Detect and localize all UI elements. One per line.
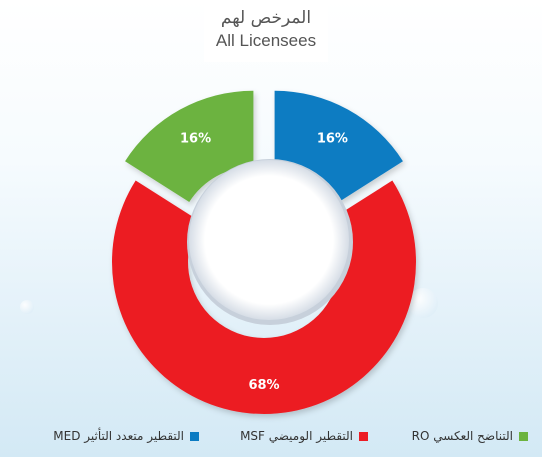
decorative-bubble: [408, 288, 438, 318]
legend-swatch-msf: [359, 431, 368, 441]
legend-swatch-med: [190, 431, 199, 441]
slice-label-msf: 68%: [248, 378, 279, 393]
legend-label-med: التقطير متعدد التأثير MED: [53, 429, 184, 443]
legend-label-ro: التناضح العكسي RO: [411, 429, 513, 443]
chart-title-box: المرخص لهم All Licensees: [204, 2, 328, 62]
legend-label-msf: التقطير الوميضي MSF: [240, 429, 353, 443]
legend-item-msf: التقطير الوميضي MSF: [240, 425, 368, 447]
slice-label-ro: 16%: [180, 132, 211, 147]
donut-hole: [189, 160, 349, 320]
slice-ro: [125, 90, 254, 202]
chart-legend: التقطير متعدد التأثير MED التقطير الوميض…: [0, 425, 542, 447]
decorative-bubble: [20, 300, 34, 314]
slice-med: [274, 90, 403, 202]
chart-title: المرخص لهم: [220, 8, 312, 28]
slice-label-med: 16%: [317, 132, 348, 147]
legend-item-med: التقطير متعدد التأثير MED: [53, 425, 199, 447]
legend-item-ro: التناضح العكسي RO: [412, 425, 528, 447]
legend-swatch-ro: [519, 431, 528, 441]
chart-subtitle: All Licensees: [215, 31, 317, 50]
